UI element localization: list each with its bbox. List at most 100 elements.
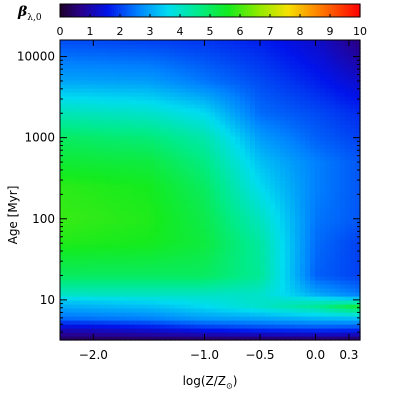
heatmap-cell [180, 192, 186, 197]
heatmap-cell [230, 336, 236, 341]
heatmap-cell [200, 188, 206, 193]
heatmap-cell [335, 168, 341, 173]
heatmap-cell [285, 64, 291, 69]
heatmap-cell [145, 44, 151, 49]
heatmap-cell [135, 80, 141, 85]
heatmap-cell [325, 164, 331, 169]
heatmap-cell [330, 92, 336, 97]
heatmap-cell [100, 208, 106, 213]
heatmap-cell [200, 236, 206, 241]
heatmap-cell [140, 64, 146, 69]
heatmap-cell [80, 184, 86, 189]
heatmap-cell [200, 156, 206, 161]
heatmap-cell [265, 264, 271, 269]
heatmap-cell [205, 176, 211, 181]
heatmap-cell [250, 308, 256, 313]
heatmap-cell [245, 84, 251, 89]
heatmap-cell [105, 252, 111, 257]
heatmap-cell [320, 220, 326, 225]
heatmap-cell [115, 212, 121, 217]
heatmap-cell [255, 240, 261, 245]
heatmap-cell [190, 76, 196, 81]
heatmap-cell [300, 180, 306, 185]
heatmap-cell [145, 60, 151, 65]
heatmap-cell [130, 68, 136, 73]
heatmap-cell [155, 244, 161, 249]
heatmap-cell [175, 332, 181, 337]
heatmap-cell [145, 252, 151, 257]
heatmap-cell [255, 324, 261, 329]
heatmap-cell [130, 136, 136, 141]
heatmap-cell [295, 184, 301, 189]
heatmap-cell [225, 260, 231, 265]
heatmap-cell [90, 252, 96, 257]
heatmap-cell [210, 180, 216, 185]
heatmap-cell [65, 92, 71, 97]
heatmap-cell [115, 100, 121, 105]
colorbar-cell [124, 4, 127, 17]
heatmap-cell [130, 328, 136, 333]
heatmap-cell [240, 296, 246, 301]
heatmap-cell [240, 176, 246, 181]
heatmap-cell [215, 256, 221, 261]
heatmap-cell [355, 60, 361, 65]
heatmap-cell [65, 244, 71, 249]
heatmap-cell [85, 272, 91, 277]
heatmap-cell [330, 108, 336, 113]
heatmap-cell [310, 328, 316, 333]
heatmap-cell [85, 116, 91, 121]
heatmap-cell [260, 304, 266, 309]
heatmap-cell [120, 100, 126, 105]
heatmap-cell [200, 272, 206, 277]
heatmap-cell [240, 160, 246, 165]
heatmap-cell [80, 280, 86, 285]
heatmap-cell [170, 336, 176, 341]
heatmap-cell [85, 220, 91, 225]
heatmap-cell [195, 332, 201, 337]
heatmap-cell [135, 260, 141, 265]
heatmap-cell [300, 308, 306, 313]
heatmap-cell [355, 104, 361, 109]
colorbar-cell [70, 4, 73, 17]
heatmap-cell [165, 224, 171, 229]
colorbar-cell [292, 4, 295, 17]
heatmap-cell [300, 124, 306, 129]
heatmap-cell [150, 168, 156, 173]
heatmap-cell [160, 248, 166, 253]
heatmap-cell [140, 80, 146, 85]
heatmap-cell [210, 248, 216, 253]
heatmap-cell [355, 284, 361, 289]
heatmap-cell [205, 100, 211, 105]
heatmap-cell [285, 168, 291, 173]
heatmap-cell [310, 228, 316, 233]
heatmap-cell [75, 284, 81, 289]
heatmap-cell [200, 240, 206, 245]
heatmap-cell [95, 336, 101, 341]
heatmap-cell [265, 52, 271, 57]
heatmap-cell [330, 276, 336, 281]
heatmap-cell [65, 312, 71, 317]
heatmap-cell [315, 212, 321, 217]
heatmap-cell [85, 192, 91, 197]
heatmap-cell [190, 180, 196, 185]
heatmap-cell [205, 108, 211, 113]
heatmap-cell [95, 40, 101, 45]
heatmap-cell [245, 224, 251, 229]
heatmap-cell [150, 124, 156, 129]
heatmap-cell [350, 312, 356, 317]
heatmap-cell [80, 224, 86, 229]
heatmap-cell [295, 160, 301, 165]
heatmap-cell [80, 128, 86, 133]
heatmap-cell [230, 272, 236, 277]
heatmap-cell [350, 112, 356, 117]
heatmap-cell [60, 164, 66, 169]
heatmap-cell [250, 64, 256, 69]
heatmap-cell [335, 300, 341, 305]
heatmap-cell [80, 148, 86, 153]
heatmap-cell [260, 192, 266, 197]
heatmap-cell [260, 88, 266, 93]
heatmap-cell [305, 228, 311, 233]
heatmap-cell [250, 288, 256, 293]
heatmap-cell [150, 196, 156, 201]
heatmap-cell [330, 160, 336, 165]
